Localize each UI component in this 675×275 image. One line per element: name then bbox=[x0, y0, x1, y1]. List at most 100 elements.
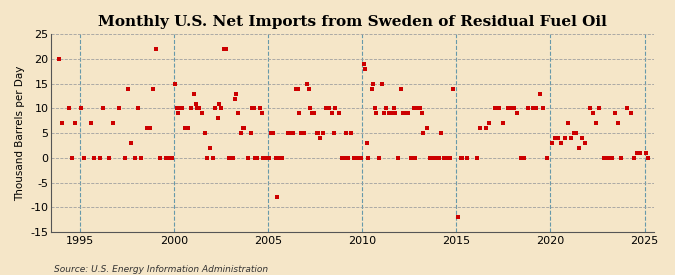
Point bbox=[215, 106, 226, 111]
Point bbox=[361, 141, 372, 145]
Point bbox=[250, 156, 261, 160]
Point bbox=[196, 111, 207, 116]
Point bbox=[412, 106, 423, 111]
Point bbox=[266, 131, 277, 135]
Point bbox=[503, 106, 514, 111]
Point bbox=[340, 156, 350, 160]
Point bbox=[330, 106, 341, 111]
Point bbox=[79, 156, 90, 160]
Point bbox=[267, 131, 278, 135]
Point bbox=[247, 106, 258, 111]
Point bbox=[549, 136, 560, 140]
Point bbox=[341, 131, 352, 135]
Point bbox=[123, 87, 134, 91]
Point bbox=[186, 106, 196, 111]
Point bbox=[194, 106, 205, 111]
Point bbox=[272, 195, 283, 200]
Point bbox=[88, 156, 99, 160]
Point bbox=[379, 111, 389, 116]
Point bbox=[523, 106, 534, 111]
Point bbox=[475, 126, 485, 130]
Point bbox=[355, 156, 366, 160]
Point bbox=[471, 156, 482, 160]
Point bbox=[366, 87, 377, 91]
Point bbox=[170, 82, 181, 86]
Point bbox=[562, 121, 573, 125]
Point bbox=[303, 87, 314, 91]
Point bbox=[107, 121, 118, 125]
Point bbox=[175, 106, 186, 111]
Point bbox=[136, 156, 146, 160]
Point bbox=[410, 156, 421, 160]
Point bbox=[531, 106, 542, 111]
Point bbox=[542, 156, 553, 160]
Point bbox=[515, 156, 526, 160]
Point bbox=[587, 111, 598, 116]
Point bbox=[528, 106, 539, 111]
Point bbox=[402, 111, 413, 116]
Point bbox=[424, 156, 435, 160]
Point bbox=[349, 156, 360, 160]
Point bbox=[643, 156, 653, 160]
Point bbox=[201, 156, 212, 160]
Point bbox=[393, 156, 404, 160]
Point bbox=[598, 156, 609, 160]
Point bbox=[625, 111, 636, 116]
Point bbox=[343, 156, 354, 160]
Point bbox=[285, 131, 296, 135]
Point bbox=[258, 156, 269, 160]
Point bbox=[408, 106, 419, 111]
Point bbox=[163, 156, 174, 160]
Point bbox=[292, 87, 303, 91]
Point bbox=[481, 126, 491, 130]
Point bbox=[537, 106, 548, 111]
Point bbox=[321, 106, 331, 111]
Point bbox=[322, 106, 333, 111]
Y-axis label: Thousand Barrels per Day: Thousand Barrels per Day bbox=[15, 65, 25, 201]
Point bbox=[57, 121, 68, 125]
Point bbox=[288, 131, 298, 135]
Point bbox=[271, 156, 281, 160]
Point bbox=[435, 131, 446, 135]
Point bbox=[252, 156, 263, 160]
Point bbox=[256, 111, 267, 116]
Point bbox=[324, 106, 335, 111]
Point bbox=[264, 156, 275, 160]
Point bbox=[433, 156, 444, 160]
Point bbox=[462, 156, 472, 160]
Point bbox=[448, 87, 458, 91]
Point bbox=[148, 87, 159, 91]
Point bbox=[126, 141, 137, 145]
Point bbox=[363, 156, 374, 160]
Point bbox=[161, 156, 171, 160]
Point bbox=[585, 106, 595, 111]
Point bbox=[245, 131, 256, 135]
Point bbox=[387, 111, 398, 116]
Point bbox=[238, 126, 248, 130]
Point bbox=[327, 111, 338, 116]
Point bbox=[223, 156, 234, 160]
Point bbox=[616, 156, 626, 160]
Point bbox=[358, 62, 369, 66]
Point bbox=[553, 136, 564, 140]
Point bbox=[383, 111, 394, 116]
Point bbox=[119, 156, 130, 160]
Point bbox=[296, 131, 306, 135]
Point bbox=[228, 156, 239, 160]
Point bbox=[606, 156, 617, 160]
Point bbox=[441, 156, 452, 160]
Text: Source: U.S. Energy Information Administration: Source: U.S. Energy Information Administ… bbox=[54, 265, 268, 274]
Point bbox=[190, 101, 201, 106]
Point bbox=[85, 121, 96, 125]
Point bbox=[396, 87, 406, 91]
Point bbox=[445, 156, 456, 160]
Point bbox=[456, 156, 466, 160]
Point bbox=[214, 101, 225, 106]
Point bbox=[302, 82, 313, 86]
Point bbox=[631, 151, 642, 155]
Point bbox=[95, 156, 105, 160]
Point bbox=[374, 156, 385, 160]
Point bbox=[212, 116, 223, 120]
Point bbox=[534, 92, 545, 96]
Point bbox=[142, 126, 153, 130]
